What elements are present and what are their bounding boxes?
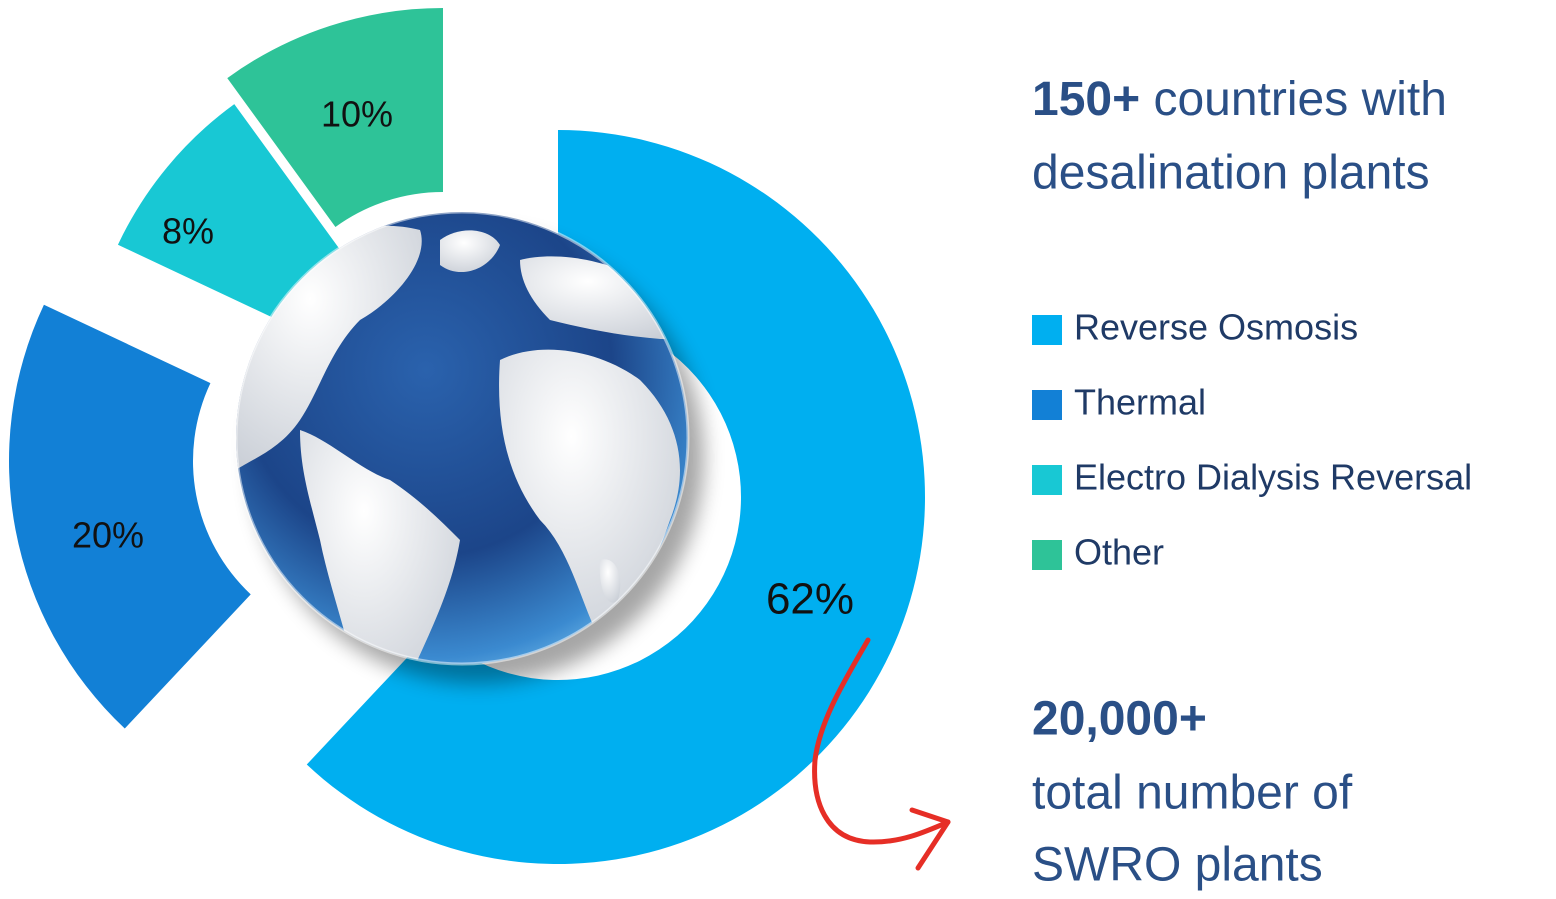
arrow-head bbox=[909, 807, 951, 871]
value-label: 20% bbox=[72, 515, 144, 556]
countries-line-1: 150+ countries with bbox=[1032, 73, 1447, 126]
legend-label: Reverse Osmosis bbox=[1074, 307, 1358, 348]
slice bbox=[8, 304, 251, 729]
legend-label: Thermal bbox=[1074, 382, 1206, 423]
value-label: 62% bbox=[766, 575, 854, 624]
legend: Reverse Osmosis Thermal Electro Dialysis R… bbox=[1032, 307, 1472, 573]
legend-label: Electro Dialysis Reversal bbox=[1074, 457, 1472, 498]
countries-text: countries with bbox=[1153, 73, 1446, 126]
value-labels: 62% 20% 8% 10% bbox=[72, 94, 854, 624]
countries-bold: 150+ bbox=[1032, 73, 1140, 126]
globe bbox=[234, 210, 704, 684]
slice bbox=[227, 8, 443, 227]
plants-line-1: total number of bbox=[1032, 767, 1353, 820]
plants-line-2: SWRO plants bbox=[1032, 839, 1323, 892]
value-label: 10% bbox=[321, 94, 393, 135]
countries-line-2: desalination plants bbox=[1032, 147, 1430, 200]
legend-swatch bbox=[1032, 315, 1062, 345]
plants-bold: 20,000+ bbox=[1032, 693, 1207, 746]
arrow bbox=[812, 637, 951, 845]
value-label: 8% bbox=[162, 211, 214, 252]
legend-label: Other bbox=[1074, 532, 1164, 573]
legend-swatch bbox=[1032, 390, 1062, 420]
legend-swatch bbox=[1032, 540, 1062, 570]
legend-swatch bbox=[1032, 465, 1062, 495]
slice bbox=[117, 104, 343, 324]
